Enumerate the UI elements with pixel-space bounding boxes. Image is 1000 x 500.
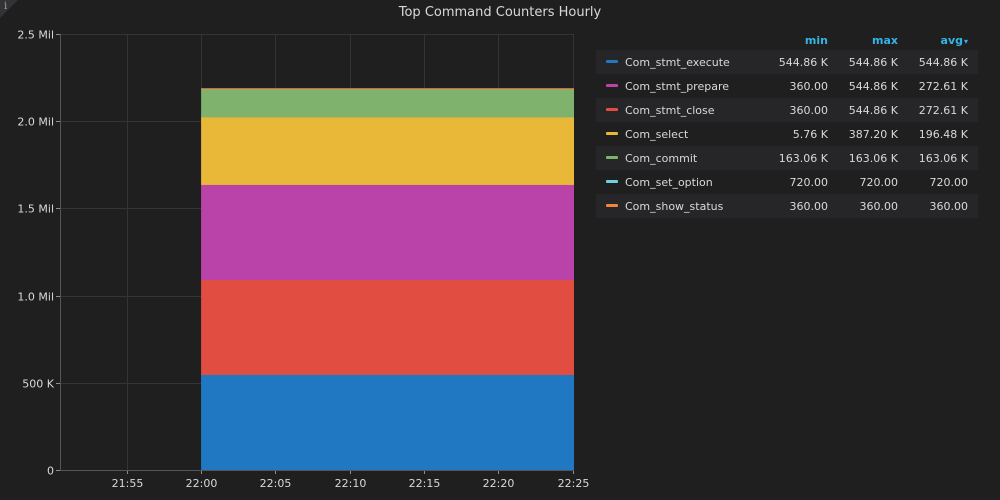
x-tick-label: 22:20	[483, 477, 515, 490]
x-tick-label: 21:55	[112, 477, 144, 490]
x-tick-label: 22:00	[186, 477, 218, 490]
y-tick-label: 1.0 Mil	[17, 291, 54, 304]
legend-avg-value: 272.61 K	[908, 98, 978, 122]
area-com-select	[201, 117, 574, 185]
axis-layer: 0 500 K 1.0 Mil 1.5 Mil 2.0 Mil 2.5 Mil 21:55 2…	[17, 29, 589, 491]
series-layer	[201, 88, 574, 470]
x-tick-label: 22:25	[558, 477, 590, 490]
info-icon[interactable]: i	[4, 1, 8, 12]
legend-max-value: 544.86 K	[838, 74, 908, 98]
legend-series-label[interactable]: Com_stmt_close	[625, 103, 715, 117]
series-color-swatch-icon[interactable]	[606, 180, 618, 183]
legend-row[interactable]: Com_stmt_execute 544.86 K 544.86 K 544.86 K	[596, 50, 978, 74]
legend-row[interactable]: Com_select 5.76 K 387.20 K 196.48 K	[596, 122, 978, 146]
legend-series[interactable]: Com_stmt_close	[596, 98, 768, 122]
info-corner[interactable]	[0, 0, 18, 18]
legend-row[interactable]: Com_show_status 360.00 360.00 360.00	[596, 194, 978, 218]
legend-max-value: 544.86 K	[838, 98, 908, 122]
legend-row[interactable]: Com_stmt_prepare 360.00 544.86 K 272.61 K	[596, 74, 978, 98]
y-tick-label: 1.5 Mil	[17, 203, 54, 216]
series-color-swatch-icon[interactable]	[606, 204, 618, 207]
legend-row[interactable]: Com_set_option 720.00 720.00 720.00	[596, 170, 978, 194]
legend-series[interactable]: Com_set_option	[596, 170, 768, 194]
area-com-stmt-execute	[201, 374, 574, 470]
legend-series[interactable]: Com_show_status	[596, 194, 768, 218]
legend-avg-value: 360.00	[908, 194, 978, 218]
y-tick-label: 2.0 Mil	[17, 116, 54, 129]
legend-max-value: 360.00	[838, 194, 908, 218]
y-tick-label: 2.5 Mil	[17, 29, 54, 42]
legend-min-header[interactable]: min	[804, 33, 828, 47]
area-com-stmt-close	[201, 279, 574, 375]
legend-avg-value: 544.86 K	[908, 50, 978, 74]
legend-avg-header[interactable]: avg▾	[940, 33, 968, 47]
legend-series-label[interactable]: Com_stmt_execute	[625, 55, 730, 69]
legend-row[interactable]: Com_commit 163.06 K 163.06 K 163.06 K	[596, 146, 978, 170]
series-color-swatch-icon[interactable]	[606, 60, 618, 63]
legend-min-value: 360.00	[768, 194, 838, 218]
y-tick-label: 500 K	[22, 378, 54, 391]
legend-min-value: 720.00	[768, 170, 838, 194]
legend-series[interactable]: Com_commit	[596, 146, 768, 170]
legend-max-value: 544.86 K	[838, 50, 908, 74]
legend-header-row: min max avg▾	[596, 30, 978, 50]
legend-series[interactable]: Com_select	[596, 122, 768, 146]
legend-series-label[interactable]: Com_show_status	[625, 199, 724, 213]
legend-max-value: 720.00	[838, 170, 908, 194]
series-color-swatch-icon[interactable]	[606, 156, 618, 159]
legend-max-header[interactable]: max	[872, 33, 898, 47]
area-com-commit	[201, 88, 574, 118]
legend-min-value: 544.86 K	[768, 50, 838, 74]
legend-avg-value: 196.48 K	[908, 122, 978, 146]
legend-avg-value: 272.61 K	[908, 74, 978, 98]
legend-max-value: 163.06 K	[838, 146, 908, 170]
legend-min-value: 360.00	[768, 74, 838, 98]
legend-series[interactable]: Com_stmt_execute	[596, 50, 768, 74]
legend-series-label[interactable]: Com_commit	[625, 151, 698, 165]
x-tick-label: 22:15	[409, 477, 441, 490]
y-tick-label: 0	[47, 465, 54, 478]
legend-min-value: 163.06 K	[768, 146, 838, 170]
x-tick-label: 22:10	[335, 477, 367, 490]
legend-table: min max avg▾ Com_stmt_execute 544.86 K 544…	[596, 30, 978, 218]
legend-max-value: 387.20 K	[838, 122, 908, 146]
series-color-swatch-icon[interactable]	[606, 84, 618, 87]
sort-desc-icon: ▾	[963, 36, 968, 46]
legend-name-header	[596, 30, 768, 50]
legend-series-label[interactable]: Com_select	[625, 127, 689, 141]
legend-series-label[interactable]: Com_set_option	[625, 175, 713, 189]
legend-series[interactable]: Com_stmt_prepare	[596, 74, 768, 98]
legend-min-value: 360.00	[768, 98, 838, 122]
legend-series-label[interactable]: Com_stmt_prepare	[625, 79, 730, 93]
series-color-swatch-icon[interactable]	[606, 108, 618, 111]
legend-min-value: 5.76 K	[768, 122, 838, 146]
panel-title[interactable]: Top Command Counters Hourly	[398, 5, 602, 20]
series-color-swatch-icon[interactable]	[606, 132, 618, 135]
legend-avg-value: 163.06 K	[908, 146, 978, 170]
area-com-stmt-prepare	[201, 184, 574, 280]
legend-avg-value: 720.00	[908, 170, 978, 194]
x-tick-label: 22:05	[260, 477, 292, 490]
legend-row[interactable]: Com_stmt_close 360.00 544.86 K 272.61 K	[596, 98, 978, 122]
